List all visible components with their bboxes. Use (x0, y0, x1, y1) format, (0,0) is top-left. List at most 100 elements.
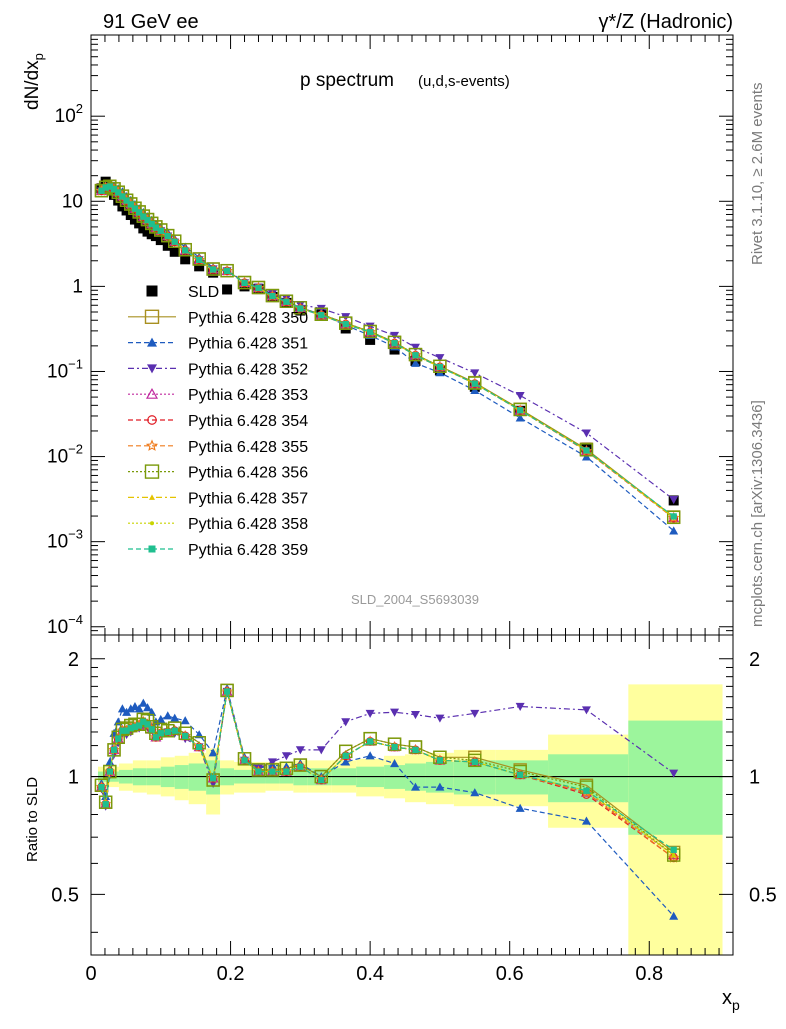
data-point (318, 776, 325, 784)
x-tick-label: 0.6 (496, 963, 524, 985)
data-point (390, 758, 400, 768)
data-point (316, 746, 326, 755)
y-tick-label: 10−3 (47, 527, 83, 553)
data-point (208, 748, 218, 757)
data-point (281, 752, 291, 761)
legend: SLD Pythia 6.428 350 Pythia 6.428 351 Pythi… (128, 284, 308, 559)
data-point (669, 526, 679, 535)
data-point (102, 184, 109, 191)
data-point (170, 713, 180, 722)
data-point (341, 718, 351, 727)
legend-item-359: Pythia 6.428 359 (128, 542, 308, 559)
data-point (366, 738, 374, 745)
x-axis-label-sub: p (732, 997, 740, 1013)
data-point (124, 197, 138, 211)
data-point (148, 545, 156, 553)
data-point (148, 220, 155, 228)
data-point (163, 711, 173, 720)
data-point (237, 275, 252, 290)
data-point (144, 217, 151, 224)
data-point (255, 768, 262, 775)
ratio-tick-label: 0.5 (51, 884, 79, 906)
legend-label: Pythia 6.428 350 (188, 310, 308, 327)
data-point (196, 256, 203, 264)
x-axis-label-base: x (722, 987, 732, 1009)
data-point (155, 235, 166, 246)
legend-label: Pythia 6.428 358 (188, 516, 308, 533)
y-tick-label: 102 (55, 101, 83, 127)
ratio-tick-label-right: 1 (749, 767, 760, 789)
data-point (150, 521, 154, 526)
data-point (297, 763, 304, 770)
data-point (515, 413, 525, 422)
data-point (295, 746, 305, 755)
y-axis-label-sub: p (31, 53, 46, 60)
chart-subtitle: (u,d,s-events) (418, 73, 510, 90)
data-point (149, 494, 155, 500)
data-point (168, 721, 182, 735)
data-point (436, 757, 444, 764)
data-point (468, 753, 482, 768)
data-point (269, 292, 276, 300)
data-point (580, 786, 593, 798)
data-point (115, 189, 122, 196)
data-point (515, 702, 525, 712)
data-point (517, 771, 524, 779)
y-tick-base: 10 (47, 617, 68, 638)
legend-item-356: Pythia 6.428 356 (128, 464, 308, 482)
data-point (145, 387, 159, 399)
data-point (412, 746, 419, 754)
data-point (471, 380, 478, 387)
data-point (136, 209, 143, 216)
data-point (134, 704, 144, 713)
data-point (581, 429, 591, 438)
data-point (365, 709, 375, 718)
series-356 (94, 179, 681, 525)
data-point (143, 703, 153, 712)
data-point (123, 197, 130, 204)
data-point (366, 328, 374, 336)
ratio-tick-label: 1 (68, 767, 79, 789)
data-point (341, 757, 351, 766)
data-point (365, 334, 376, 345)
x-tick-label: 0.4 (356, 963, 384, 985)
data-point (144, 721, 151, 728)
series-line (101, 185, 675, 517)
legend-item-sld: SLD (146, 284, 219, 301)
data-point (412, 352, 419, 359)
data-point (162, 240, 173, 251)
data-point (435, 782, 445, 791)
data-point (115, 735, 122, 742)
data-point (339, 316, 353, 330)
data-point (241, 279, 248, 287)
data-point (583, 447, 590, 454)
data-point (144, 309, 160, 324)
data-point (220, 683, 234, 698)
series-359 (98, 183, 677, 520)
y-tick-exp: 2 (76, 101, 83, 116)
data-point (209, 266, 217, 273)
data-point (206, 262, 220, 276)
y-tick-label: 10−1 (47, 356, 83, 382)
data-point (265, 763, 280, 777)
data-point (182, 732, 189, 740)
data-point (265, 288, 280, 303)
data-point (152, 224, 160, 231)
data-point (156, 714, 166, 723)
data-point (111, 730, 125, 744)
data-point (435, 714, 445, 723)
data-point (136, 712, 151, 727)
y-axis-label: dN/dxp (22, 53, 46, 110)
data-point (152, 734, 160, 741)
data-point (391, 743, 398, 751)
data-point (223, 688, 231, 695)
legend-label: Pythia 6.428 356 (188, 465, 308, 482)
x-tick-label: 0.2 (217, 963, 245, 985)
data-point (517, 407, 524, 414)
y-tick-label: 10−2 (47, 442, 83, 468)
data-point (98, 795, 113, 809)
data-point (126, 704, 136, 713)
data-point (103, 764, 117, 779)
